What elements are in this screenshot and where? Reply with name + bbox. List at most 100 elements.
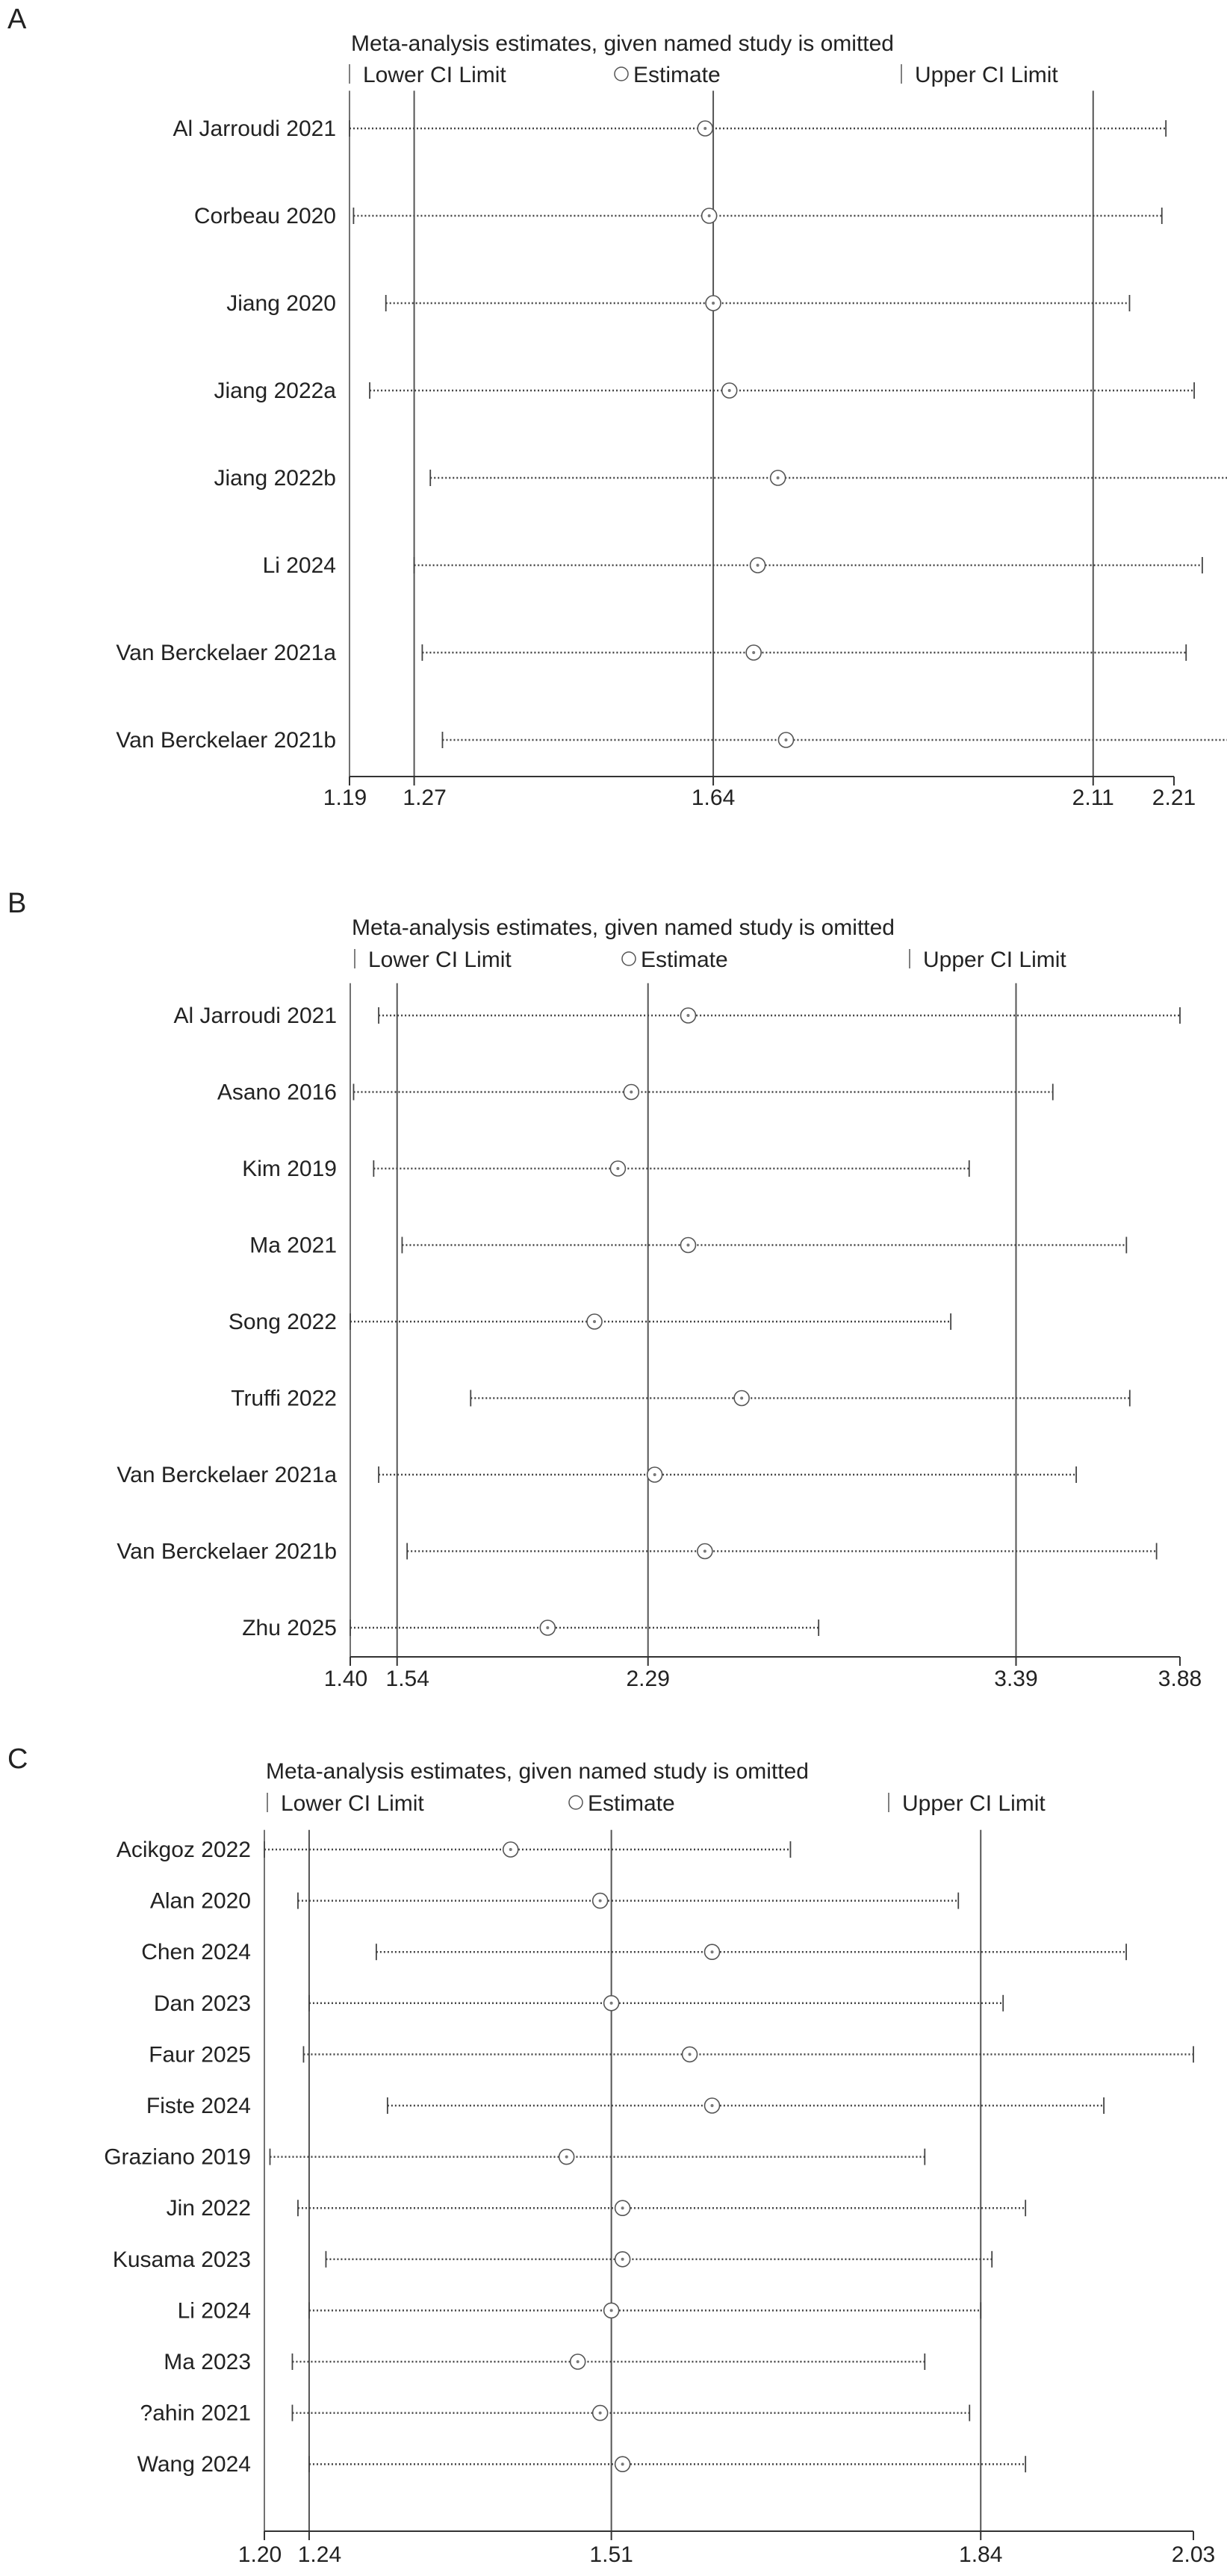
x-tick-label: 1.40 (324, 1667, 367, 1691)
study-label: Jin 2022 (167, 2196, 251, 2221)
legend-estimate-marker (614, 66, 629, 81)
study-row: Jiang 2020 (226, 291, 1131, 316)
study-label: Li 2024 (178, 2298, 251, 2323)
legend-estimate-label: Estimate (588, 1791, 675, 1816)
study-label: Jiang 2020 (226, 291, 336, 316)
study-label: Ma 2021 (249, 1233, 337, 1258)
study-row: Truffi 2022 (231, 1387, 1131, 1411)
study-label: Truffi 2022 (231, 1387, 337, 1411)
panel-c: C Meta-analysis estimates, given named st… (7, 1743, 1215, 2567)
study-label: Jiang 2022b (214, 466, 336, 491)
study-label: ?ahin 2021 (140, 2401, 251, 2426)
x-tick-label: 1.27 (403, 785, 446, 810)
legend-estimate-label: Estimate (641, 948, 728, 972)
estimate-point-center (616, 1167, 620, 1170)
study-row: Corbeau 2020 (194, 204, 1163, 228)
estimate-point-center (710, 2104, 714, 2107)
study-row: Wang 2024 (137, 2452, 1027, 2477)
study-row: Fiste 2024 (146, 2094, 1105, 2118)
study-row: Asano 2016 (217, 1080, 1054, 1105)
study-row: Kim 2019 (242, 1157, 970, 1181)
panel-letter: A (7, 4, 27, 35)
study-label: Graziano 2019 (104, 2145, 251, 2170)
legend-lower-label: Lower CI Limit (363, 63, 506, 87)
x-tick-label: 1.19 (323, 785, 367, 810)
study-row: Chen 2024 (141, 1940, 1127, 1964)
estimate-point-center (609, 2001, 613, 2005)
estimate-point-center (784, 738, 788, 741)
estimate-point-center (688, 2053, 692, 2056)
panel-letter: C (7, 1743, 28, 1775)
study-label: Van Berckelaer 2021b (116, 728, 336, 753)
estimate-point-center (752, 651, 756, 654)
estimate-point-center (703, 1549, 706, 1553)
estimate-point-center (565, 2155, 568, 2159)
x-tick-label: 1.24 (298, 2542, 341, 2567)
study-label: Van Berckelaer 2021b (117, 1540, 337, 1564)
estimate-point-center (776, 476, 780, 479)
legend-lower-label: Lower CI Limit (368, 948, 512, 972)
estimate-point-center (621, 2206, 624, 2210)
estimate-point-center (621, 2463, 624, 2466)
estimate-point-center (576, 2360, 580, 2363)
legend-upper-label: Upper CI Limit (923, 948, 1066, 972)
estimate-point-center (686, 1014, 690, 1017)
estimate-point-center (609, 2309, 613, 2312)
study-label: Zhu 2025 (242, 1616, 337, 1640)
legend-estimate-marker (621, 951, 636, 966)
legend-lower-label: Lower CI Limit (281, 1791, 424, 1816)
study-row: Van Berckelaer 2021b (116, 728, 1227, 753)
study-label: Al Jarroudi 2021 (173, 116, 336, 141)
x-tick-label: 1.51 (589, 2542, 633, 2567)
study-row: Van Berckelaer 2021a (116, 641, 1187, 665)
x-tick-label: 1.84 (959, 2542, 1002, 2567)
panel-a: A Meta-analysis estimates, given named st… (7, 4, 1227, 810)
study-label: Chen 2024 (141, 1940, 251, 1964)
study-row: Song 2022 (229, 1310, 952, 1334)
study-label: Corbeau 2020 (194, 204, 336, 228)
study-row: Jin 2022 (167, 2196, 1027, 2221)
estimate-point-center (621, 2257, 624, 2261)
x-tick-label: 3.88 (1158, 1667, 1202, 1691)
study-label: Alan 2020 (150, 1889, 251, 1914)
study-label: Song 2022 (229, 1310, 337, 1334)
legend-upper-label: Upper CI Limit (915, 63, 1058, 87)
study-row: Zhu 2025 (242, 1616, 820, 1640)
study-label: Dan 2023 (154, 1991, 251, 2016)
study-label: Kusama 2023 (113, 2247, 251, 2272)
study-label: Wang 2024 (137, 2452, 251, 2477)
estimate-point-center (598, 2411, 602, 2415)
study-row: Al Jarroudi 2021 (174, 1004, 1181, 1028)
chart-title: Meta-analysis estimates, given named stu… (352, 915, 895, 940)
study-row: ?ahin 2021 (140, 2401, 971, 2426)
study-row: Graziano 2019 (104, 2145, 926, 2170)
estimate-point-center (740, 1396, 744, 1400)
x-tick-label: 2.21 (1152, 785, 1196, 810)
estimate-point-center (703, 127, 707, 130)
study-row: Acikgoz 2022 (117, 1838, 792, 1862)
estimate-point-center (707, 214, 711, 217)
x-tick-label: 1.20 (238, 2542, 282, 2567)
study-label: Jiang 2022a (214, 379, 337, 403)
study-row: Li 2024 (178, 2298, 982, 2323)
study-row: Alan 2020 (150, 1889, 960, 1914)
chart-title: Meta-analysis estimates, given named stu… (266, 1759, 809, 1784)
study-row: Ma 2021 (249, 1233, 1128, 1258)
legend: Lower CI Limit Estimate Upper CI Limit (267, 1791, 1046, 1816)
study-row: Van Berckelaer 2021b (117, 1540, 1158, 1564)
study-label: Kim 2019 (242, 1157, 337, 1181)
estimate-point-center (546, 1626, 550, 1629)
estimate-point-center (710, 1950, 714, 1954)
x-tick-label: 1.54 (386, 1667, 429, 1691)
estimate-point-center (598, 1899, 602, 1903)
study-row: Jiang 2022b (214, 466, 1227, 491)
study-label: Al Jarroudi 2021 (174, 1004, 337, 1028)
legend-estimate-label: Estimate (633, 63, 721, 87)
study-label: Acikgoz 2022 (117, 1838, 251, 1862)
x-tick-label: 2.11 (1072, 785, 1114, 810)
estimate-point-center (653, 1473, 656, 1476)
legend: Lower CI Limit Estimate Upper CI Limit (349, 63, 1058, 87)
study-row: Dan 2023 (154, 1991, 1004, 2016)
study-label: Asano 2016 (217, 1080, 337, 1105)
